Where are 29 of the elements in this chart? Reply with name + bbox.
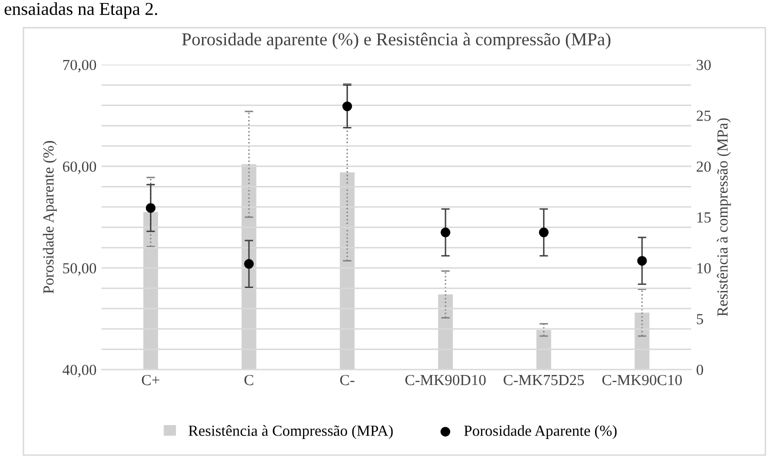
y2-tick-label: 30 [696,60,711,70]
legend-label: Resistência à Compressão (MPA) [188,425,393,440]
point [342,101,352,112]
y-tick-label: 50,00 [63,263,96,276]
x-tick-label: C-MK75D25 [504,374,584,386]
point [440,228,450,238]
point [637,256,647,266]
x-tick-label: C- [340,374,354,386]
y2-tick-label: 10 [697,263,711,274]
chart-title: Porosidade aparente (%) e Resistência à compressão (MPa) [182,32,610,50]
y2-tick-label: 5 [696,314,704,324]
y2-axis-title: Resistência à compressão (MPa) [716,118,731,316]
text: ensaiadas na Etapa 2. [4,2,158,19]
x-tick-label: C-MK90D10 [405,374,486,386]
y2-tick-label: 20 [696,161,711,172]
y-tick-label: 60,00 [62,161,96,174]
y-tick-label: 70,00 [63,60,96,72]
point [538,228,549,238]
x-tick-label: C+ [142,374,160,386]
y-tick-label: 40,00 [62,364,96,378]
x-tick-label: C [244,374,254,386]
y2-tick-label: 0 [696,364,704,376]
point [244,259,254,269]
y2-tick-label: 15 [697,212,711,223]
x-tick-label: C-MK90C10 [602,374,682,386]
y-axis-title: Porosidade Aparente (%) [42,141,57,294]
legend-label: Porosidade Aparente (%) [464,425,617,440]
point [146,203,156,213]
y2-tick-label: 25 [696,110,711,121]
